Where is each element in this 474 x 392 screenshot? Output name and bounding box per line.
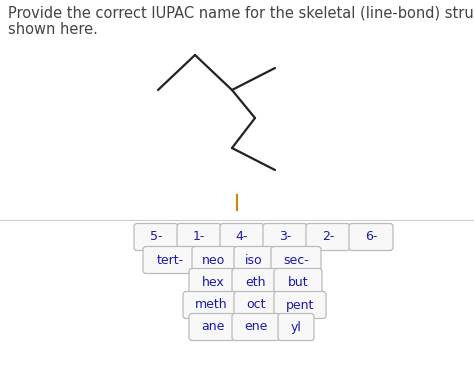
Text: sec-: sec- <box>283 254 309 267</box>
FancyBboxPatch shape <box>306 223 350 250</box>
Text: 3-: 3- <box>279 230 291 243</box>
Text: 5-: 5- <box>150 230 162 243</box>
FancyBboxPatch shape <box>232 314 280 341</box>
Text: but: but <box>288 276 308 289</box>
FancyBboxPatch shape <box>143 247 197 274</box>
FancyBboxPatch shape <box>349 223 393 250</box>
FancyBboxPatch shape <box>234 247 274 274</box>
Text: ane: ane <box>201 321 225 334</box>
FancyBboxPatch shape <box>189 314 237 341</box>
Text: 2-: 2- <box>322 230 334 243</box>
FancyBboxPatch shape <box>274 292 326 318</box>
FancyBboxPatch shape <box>177 223 221 250</box>
Text: 4-: 4- <box>236 230 248 243</box>
Text: pent: pent <box>286 298 314 312</box>
Text: 1-: 1- <box>193 230 205 243</box>
Text: eth: eth <box>246 276 266 289</box>
Text: oct: oct <box>246 298 266 312</box>
FancyBboxPatch shape <box>278 314 314 341</box>
FancyBboxPatch shape <box>134 223 178 250</box>
FancyBboxPatch shape <box>192 247 236 274</box>
FancyBboxPatch shape <box>274 269 322 296</box>
Text: yl: yl <box>291 321 301 334</box>
Text: iso: iso <box>245 254 263 267</box>
FancyBboxPatch shape <box>271 247 321 274</box>
Text: Provide the correct IUPAC name for the skeletal (line-bond) structure
shown here: Provide the correct IUPAC name for the s… <box>8 5 474 37</box>
Text: tert-: tert- <box>156 254 183 267</box>
FancyBboxPatch shape <box>183 292 239 318</box>
FancyBboxPatch shape <box>220 223 264 250</box>
FancyBboxPatch shape <box>232 269 280 296</box>
Text: ene: ene <box>244 321 268 334</box>
FancyBboxPatch shape <box>263 223 307 250</box>
Text: 6-: 6- <box>365 230 377 243</box>
Text: meth: meth <box>195 298 228 312</box>
Text: hex: hex <box>201 276 224 289</box>
FancyBboxPatch shape <box>189 269 237 296</box>
FancyBboxPatch shape <box>234 292 278 318</box>
Text: neo: neo <box>202 254 226 267</box>
